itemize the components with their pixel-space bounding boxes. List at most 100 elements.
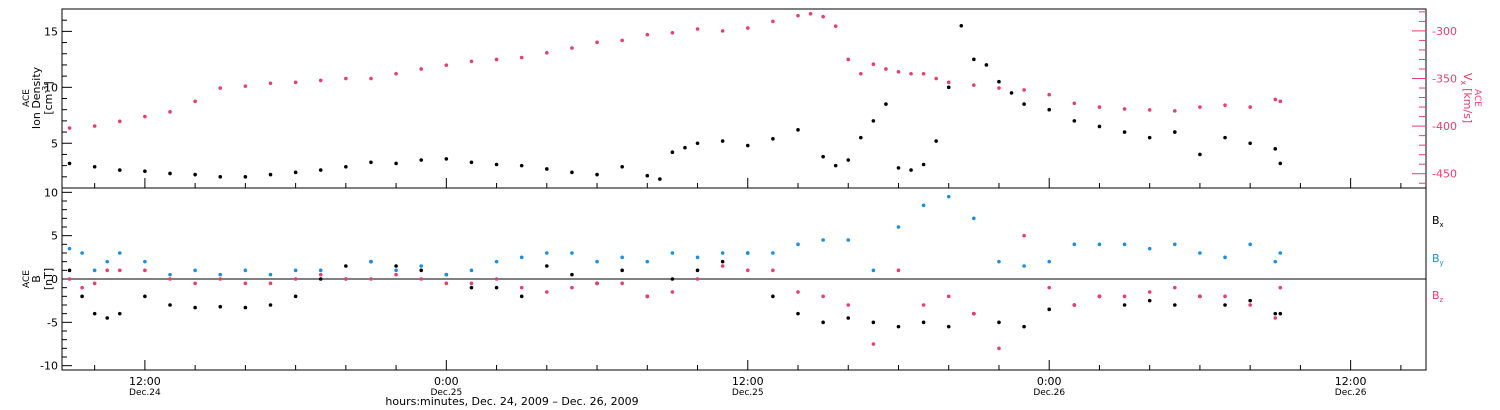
top-ion-density-point — [344, 164, 348, 169]
top-ion-density-point — [394, 161, 398, 166]
bottom-by-point — [972, 216, 976, 221]
top-vx-point — [921, 71, 926, 76]
top-vx-point — [67, 126, 72, 130]
bottom-by-point — [1022, 264, 1026, 268]
bottom-bz-point — [720, 264, 725, 268]
bottom-by-point — [394, 268, 398, 273]
bottom-by-point — [796, 242, 800, 247]
bottom-by-point — [846, 238, 851, 242]
bottom-bz-point — [695, 277, 700, 281]
bottom-bz-point — [419, 277, 424, 281]
top-vx-point — [1072, 101, 1077, 106]
top-ion-density-point — [984, 63, 989, 67]
ion-density-tick-label: 10 — [44, 81, 58, 94]
top-ion-density-point — [1022, 102, 1026, 106]
bottom-by-point — [168, 272, 172, 277]
legend-bz: Bz — [1432, 289, 1444, 304]
bottom-by-point — [1223, 255, 1227, 260]
top-ion-density-point — [1198, 152, 1202, 157]
top-panel-frame — [61, 8, 1427, 189]
bottom-by-point — [318, 268, 323, 273]
bottom-by-point — [105, 259, 110, 264]
top-vx-point — [1198, 105, 1202, 109]
bottom-bz-point — [1198, 294, 1202, 299]
top-ion-density-point — [896, 166, 901, 170]
top-vx-point — [1022, 88, 1026, 92]
top-vx-point — [469, 59, 474, 64]
bottom-bx-point — [394, 264, 398, 268]
bottom-bx-point — [105, 316, 110, 320]
bottom-by-point — [997, 259, 1001, 264]
top-vx-point — [720, 29, 725, 33]
top-vx-point — [268, 81, 273, 86]
top-ion-density-point — [1223, 135, 1227, 140]
top-vx-point — [545, 50, 549, 55]
top-ion-density-point — [117, 168, 122, 172]
bottom-bz-point — [670, 290, 675, 294]
bottom-bz-point — [394, 272, 398, 277]
top-ion-density-point — [683, 145, 687, 150]
bottom-bx-point — [268, 303, 273, 307]
bottom-bx-point — [1147, 298, 1152, 303]
bottom-bz-point — [80, 285, 84, 290]
bottom-bx-point — [67, 268, 72, 273]
bottom-by-point — [1072, 242, 1077, 247]
bottom-bz-point — [871, 342, 876, 346]
bottom-bz-point — [1047, 285, 1052, 290]
top-panel-ticks: 5 10 15 -450 -400 -350 -300 — [44, 11, 1457, 184]
bottom-bz-point — [946, 294, 951, 299]
legend-bx: Bx — [1432, 214, 1444, 229]
x-tick-date: Dec.26 — [1033, 388, 1065, 398]
top-vx-point — [444, 63, 449, 67]
top-vx-point — [143, 114, 147, 119]
x-tick-date: Dec.25 — [732, 388, 764, 398]
top-ion-density-point — [871, 119, 876, 123]
x-tick-time: 0:00 — [1037, 375, 1062, 388]
bottom-bz-point — [846, 303, 851, 307]
bottom-bx-point — [318, 277, 323, 281]
bottom-by-point — [545, 251, 549, 255]
top-ion-density-point — [846, 158, 851, 162]
bottom-bx-point — [469, 285, 474, 290]
bottom-by-point — [645, 259, 650, 264]
top-ion-density-point — [168, 171, 172, 176]
bottom-bz-point — [645, 294, 650, 299]
bottom-bz-point — [519, 285, 524, 290]
bottom-bx-point — [1047, 307, 1052, 312]
bottom-bx-point — [545, 264, 549, 268]
x-axis-ticks: 12:00Dec.240:00Dec.2512:00Dec.250:00Dec.… — [94, 178, 1402, 398]
bottom-bz-point — [1173, 285, 1177, 290]
x-tick-time: 12:00 — [732, 375, 764, 388]
bottom-bz-point — [1223, 294, 1227, 299]
bottom-bz-point — [293, 277, 298, 281]
top-vx-point — [946, 80, 951, 85]
bottom-bz-point — [1278, 285, 1283, 290]
top-vx-point — [595, 40, 599, 45]
svg-text:Vx[km/s]: Vx[km/s] — [1459, 73, 1474, 123]
bottom-by-point — [946, 194, 951, 199]
bottom-bz-point — [1147, 290, 1152, 294]
bottom-bx-point — [771, 294, 775, 299]
bottom-bz-point — [545, 290, 549, 294]
bottom-bx-point — [1273, 311, 1278, 316]
bottom-by-point — [444, 272, 449, 277]
bottom-bx-point — [821, 320, 825, 325]
top-vx-point — [896, 70, 901, 74]
top-ion-density-point — [959, 23, 964, 28]
bottom-by-point — [1278, 251, 1283, 255]
bottom-bz-point — [469, 281, 474, 286]
top-ion-density-point — [670, 150, 675, 154]
top-ion-density-point — [833, 163, 838, 168]
svg-text:[nT]: [nT] — [42, 268, 55, 290]
bottom-bz-point — [1248, 303, 1252, 307]
top-vx-point — [117, 119, 122, 124]
top-vx-point — [494, 57, 499, 62]
bottom-bx-point — [344, 264, 348, 268]
bottom-bx-point — [193, 305, 197, 310]
bottom-by-point — [268, 272, 273, 277]
top-ion-density-point — [595, 172, 599, 177]
top-vx-point — [419, 67, 424, 71]
top-ion-density-point — [318, 168, 323, 172]
top-vx-point — [796, 13, 800, 18]
